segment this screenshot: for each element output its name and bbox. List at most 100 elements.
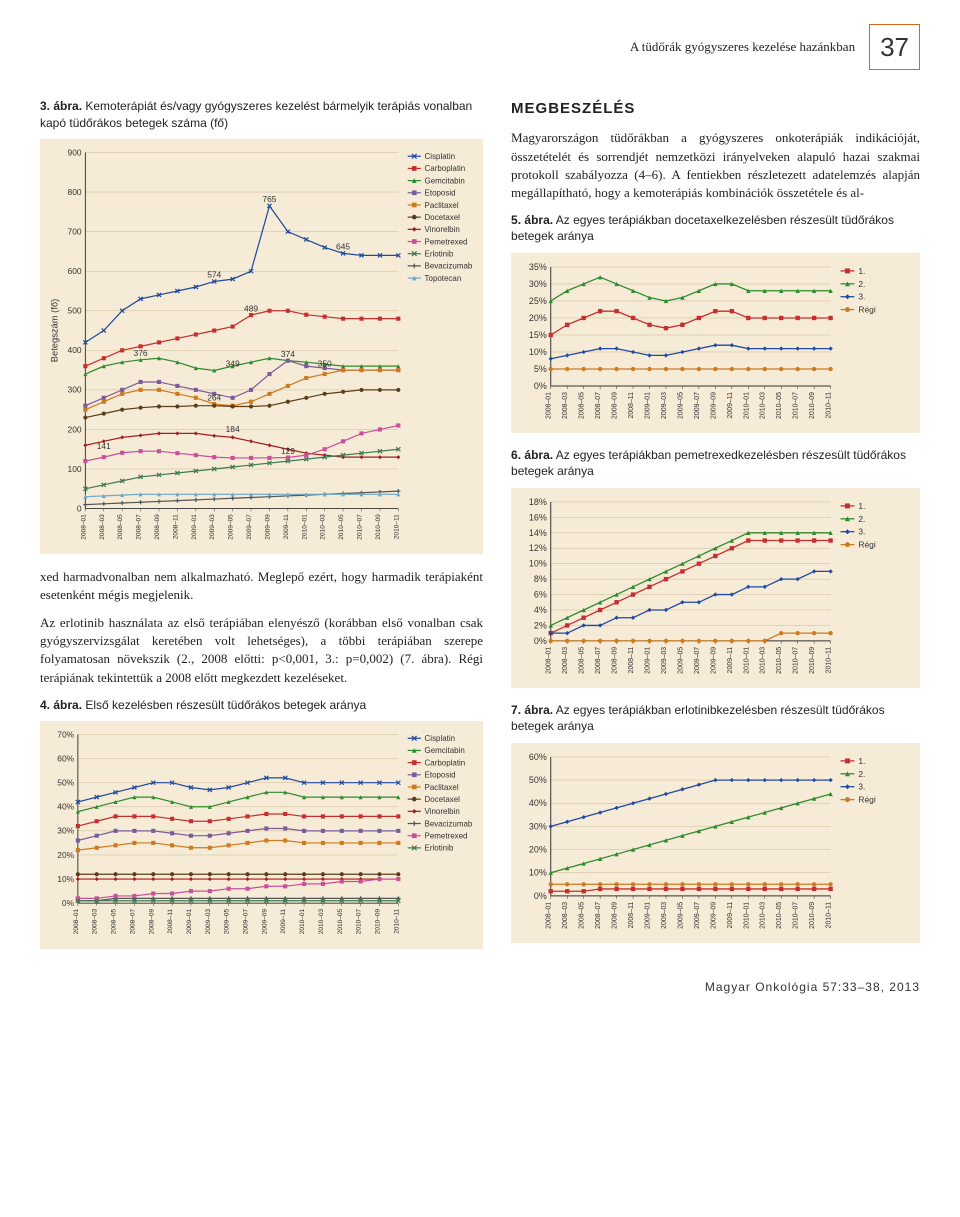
- svg-text:30%: 30%: [57, 826, 74, 836]
- fig7-chart: 0%10%20%30%40%50%60%2008–012008–032008–0…: [511, 743, 920, 944]
- svg-text:Vinorelbin: Vinorelbin: [425, 807, 460, 816]
- journal-citation: Magyar Onkológia 57:33–38, 2013: [705, 979, 920, 996]
- svg-text:2009–07: 2009–07: [694, 901, 701, 928]
- svg-text:700: 700: [68, 226, 82, 236]
- svg-text:2009–03: 2009–03: [661, 901, 668, 928]
- svg-text:1.: 1.: [858, 265, 865, 275]
- svg-text:2009–09: 2009–09: [710, 901, 717, 928]
- svg-text:2008–09: 2008–09: [612, 391, 619, 418]
- fig6-title: 6. ábra. Az egyes terápiákban pemetrexed…: [511, 447, 920, 479]
- svg-text:500: 500: [68, 305, 82, 315]
- svg-text:2010–05: 2010–05: [776, 646, 783, 673]
- svg-text:Régi: Régi: [858, 794, 875, 804]
- left-column: 3. ábra. Kemoterápiát és/vagy gyógyszere…: [40, 98, 483, 962]
- fig7-title: 7. ábra. Az egyes terápiákban erlotinibk…: [511, 702, 920, 734]
- svg-text:2008–09: 2008–09: [612, 901, 619, 928]
- svg-text:2010–03: 2010–03: [320, 514, 327, 540]
- svg-text:2009–05: 2009–05: [677, 391, 684, 418]
- svg-text:3.: 3.: [858, 291, 865, 301]
- svg-text:Erlotinib: Erlotinib: [425, 844, 454, 853]
- svg-text:2010–11: 2010–11: [393, 514, 400, 539]
- svg-text:35%: 35%: [529, 261, 547, 271]
- svg-text:2008–05: 2008–05: [579, 646, 586, 673]
- svg-text:2009–09: 2009–09: [710, 391, 717, 418]
- svg-text:2008–05: 2008–05: [579, 901, 586, 928]
- discussion-heading: MEGBESZÉLÉS: [511, 98, 920, 119]
- paragraph-1: xed harmadvonalban nem alkalmazható. Meg…: [40, 568, 483, 604]
- svg-text:765: 765: [262, 194, 276, 204]
- svg-text:2009–09: 2009–09: [261, 908, 268, 934]
- svg-text:50%: 50%: [57, 777, 74, 787]
- svg-text:25%: 25%: [529, 295, 547, 305]
- svg-text:2008–05: 2008–05: [111, 908, 118, 934]
- svg-text:600: 600: [68, 266, 82, 276]
- svg-text:2009–09: 2009–09: [264, 514, 271, 540]
- svg-text:2008–09: 2008–09: [154, 514, 161, 540]
- svg-text:0: 0: [77, 503, 82, 513]
- svg-text:2010–01: 2010–01: [743, 646, 750, 673]
- page-footer: Magyar Onkológia 57:33–38, 2013: [40, 979, 920, 996]
- fig6-chart: 0%2%4%6%8%10%12%14%16%18%2008–012008–032…: [511, 488, 920, 689]
- fig3-title: 3. ábra. Kemoterápiát és/vagy gyógyszere…: [40, 98, 483, 130]
- svg-text:60%: 60%: [529, 751, 547, 761]
- svg-text:4%: 4%: [534, 605, 547, 615]
- svg-text:2010–11: 2010–11: [826, 391, 833, 418]
- svg-text:Betegszám (fő): Betegszám (fő): [49, 299, 59, 362]
- svg-text:70%: 70%: [57, 729, 74, 739]
- svg-text:2010–03: 2010–03: [760, 391, 767, 418]
- svg-text:141: 141: [97, 441, 111, 451]
- svg-text:0%: 0%: [62, 898, 75, 908]
- svg-text:Bevacizumab: Bevacizumab: [425, 261, 473, 270]
- svg-text:14%: 14%: [529, 527, 547, 537]
- svg-text:2.: 2.: [858, 278, 865, 288]
- svg-text:2008–09: 2008–09: [612, 646, 619, 673]
- svg-text:2008–03: 2008–03: [92, 908, 99, 934]
- svg-text:2010–03: 2010–03: [318, 908, 325, 934]
- svg-text:2009–05: 2009–05: [677, 901, 684, 928]
- svg-text:2009–01: 2009–01: [645, 901, 652, 928]
- svg-text:2008–11: 2008–11: [628, 901, 635, 928]
- svg-text:2009–11: 2009–11: [727, 646, 734, 673]
- svg-text:2009–11: 2009–11: [727, 901, 734, 928]
- svg-text:Paclitaxel: Paclitaxel: [425, 201, 459, 210]
- svg-text:2008–11: 2008–11: [167, 908, 174, 933]
- svg-text:2009–07: 2009–07: [694, 391, 701, 418]
- svg-text:2010–01: 2010–01: [743, 901, 750, 928]
- svg-text:200: 200: [68, 424, 82, 434]
- svg-text:2009–03: 2009–03: [661, 391, 668, 418]
- svg-text:1.: 1.: [858, 500, 865, 510]
- svg-text:2009–11: 2009–11: [283, 514, 290, 539]
- svg-text:16%: 16%: [529, 512, 547, 522]
- svg-text:264: 264: [207, 392, 221, 402]
- svg-text:2009–07: 2009–07: [243, 908, 250, 934]
- svg-text:2009–05: 2009–05: [677, 646, 684, 673]
- svg-text:2009–11: 2009–11: [280, 908, 287, 933]
- svg-text:400: 400: [68, 345, 82, 355]
- svg-text:129: 129: [281, 446, 295, 456]
- svg-text:2009–03: 2009–03: [661, 646, 668, 673]
- svg-text:2010–03: 2010–03: [760, 646, 767, 673]
- svg-text:2010–11: 2010–11: [826, 901, 833, 928]
- svg-text:Docetaxel: Docetaxel: [425, 213, 461, 222]
- svg-text:Topotecan: Topotecan: [425, 274, 462, 283]
- svg-text:2010–07: 2010–07: [793, 391, 800, 418]
- running-title: A tüdőrák gyógyszeres kezelése hazánkban: [630, 38, 855, 56]
- svg-text:2009–11: 2009–11: [727, 391, 734, 418]
- svg-text:10%: 10%: [57, 874, 74, 884]
- svg-text:2.: 2.: [858, 513, 865, 523]
- svg-text:2009–01: 2009–01: [191, 514, 198, 540]
- page-number: 37: [869, 24, 920, 70]
- svg-text:2008–01: 2008–01: [80, 514, 87, 540]
- svg-text:10%: 10%: [529, 558, 547, 568]
- running-header: A tüdőrák gyógyszeres kezelése hazánkban…: [40, 24, 920, 70]
- svg-text:2008–07: 2008–07: [136, 514, 143, 540]
- svg-text:2009–01: 2009–01: [186, 908, 193, 934]
- svg-text:2008–07: 2008–07: [595, 646, 602, 673]
- svg-text:2009–07: 2009–07: [694, 646, 701, 673]
- svg-text:Carboplatin: Carboplatin: [425, 164, 466, 173]
- svg-text:100: 100: [68, 464, 82, 474]
- svg-text:350: 350: [318, 358, 332, 368]
- svg-text:Bevacizumab: Bevacizumab: [425, 819, 473, 828]
- svg-text:2008–05: 2008–05: [579, 391, 586, 418]
- svg-text:0%: 0%: [534, 381, 547, 391]
